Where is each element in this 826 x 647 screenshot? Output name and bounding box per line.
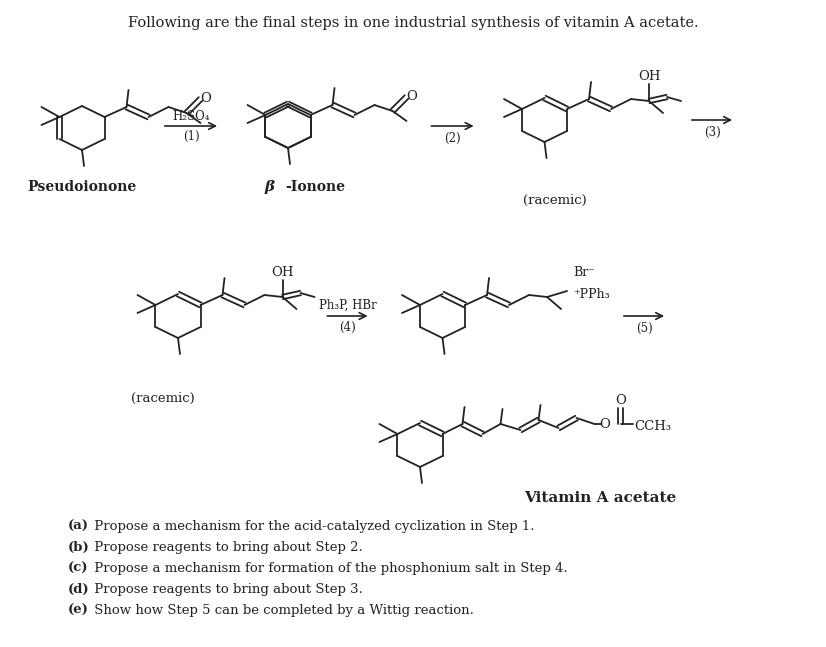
Text: Pseudoionone: Pseudoionone [27, 180, 136, 194]
Text: O: O [615, 395, 626, 408]
Text: Br⁻: Br⁻ [573, 267, 595, 280]
Text: (racemic): (racemic) [131, 391, 195, 404]
Text: O: O [599, 417, 610, 430]
Text: Vitamin A acetate: Vitamin A acetate [524, 491, 676, 505]
Text: Following are the final steps in one industrial synthesis of vitamin A acetate.: Following are the final steps in one ind… [128, 16, 698, 30]
Text: (a): (a) [68, 520, 89, 533]
Text: OH: OH [271, 267, 294, 280]
Text: β: β [265, 180, 275, 194]
Text: ⁺PPh₃: ⁺PPh₃ [573, 289, 610, 302]
Text: (3): (3) [704, 126, 720, 138]
Text: O: O [406, 89, 417, 102]
Text: CCH₃: CCH₃ [634, 419, 672, 432]
Text: (racemic): (racemic) [523, 193, 586, 206]
Text: (4): (4) [339, 320, 356, 333]
Text: Propose a mechanism for the acid-catalyzed cyclization in Step 1.: Propose a mechanism for the acid-catalyz… [90, 520, 534, 533]
Text: (2): (2) [444, 131, 461, 144]
Text: (5): (5) [636, 322, 653, 334]
Text: Show how Step 5 can be completed by a Wittig reaction.: Show how Step 5 can be completed by a Wi… [90, 604, 474, 617]
Text: Propose reagents to bring about Step 2.: Propose reagents to bring about Step 2. [90, 541, 363, 554]
Text: Propose reagents to bring about Step 3.: Propose reagents to bring about Step 3. [90, 583, 363, 596]
Text: Propose a mechanism for formation of the phosphonium salt in Step 4.: Propose a mechanism for formation of the… [90, 562, 567, 575]
Text: Ph₃P, HBr: Ph₃P, HBr [319, 298, 377, 311]
Text: -Ionone: -Ionone [285, 180, 345, 194]
Text: OH: OH [638, 71, 660, 83]
Text: (e): (e) [68, 604, 89, 617]
Text: H₂SO₄: H₂SO₄ [173, 109, 210, 122]
Text: (d): (d) [68, 583, 90, 596]
Text: (c): (c) [68, 562, 88, 575]
Text: (b): (b) [68, 541, 90, 554]
Text: (1): (1) [183, 129, 199, 142]
Text: O: O [200, 91, 211, 105]
